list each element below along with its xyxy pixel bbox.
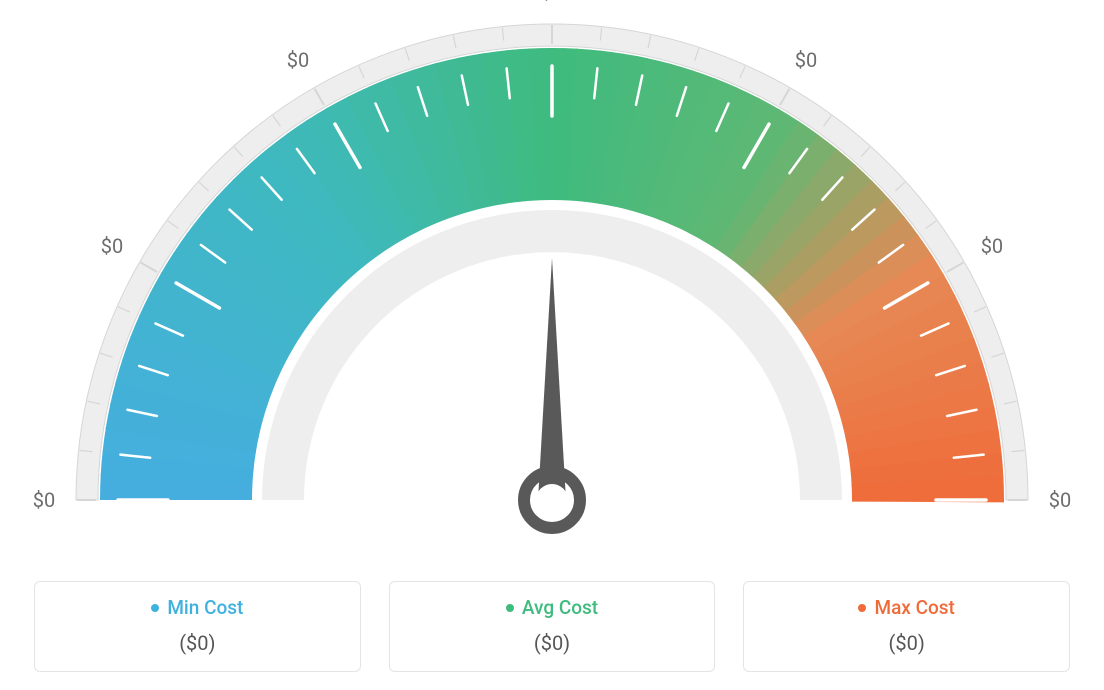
legend-title-min: Min Cost — [151, 596, 243, 619]
gauge-tick-label: $0 — [981, 234, 1003, 258]
legend-card-avg: Avg Cost ($0) — [389, 581, 716, 672]
legend-value-avg: ($0) — [398, 631, 707, 655]
legend-row: Min Cost ($0) Avg Cost ($0) Max Cost ($0… — [34, 581, 1070, 672]
gauge-cost-chart: $0 $0 $0 $0 $0 $0 $0 Min Cost ($0) Avg Cost ($… — [0, 0, 1104, 690]
legend-card-min: Min Cost ($0) — [34, 581, 361, 672]
gauge-svg — [0, 0, 1104, 560]
legend-dot-avg — [506, 604, 514, 612]
gauge-tick-label: $0 — [33, 488, 55, 512]
legend-dot-min — [151, 604, 159, 612]
legend-title-max: Max Cost — [858, 596, 954, 619]
gauge-tick-label: $0 — [287, 48, 309, 72]
legend-value-max: ($0) — [752, 631, 1061, 655]
gauge-tick-label: $0 — [101, 234, 123, 258]
legend-title-avg: Avg Cost — [506, 596, 598, 619]
gauge-area: $0 $0 $0 $0 $0 $0 $0 — [0, 0, 1104, 560]
legend-label-max: Max Cost — [874, 596, 954, 619]
legend-card-max: Max Cost ($0) — [743, 581, 1070, 672]
legend-value-min: ($0) — [43, 631, 352, 655]
legend-dot-max — [858, 604, 866, 612]
legend-label-min: Min Cost — [167, 596, 243, 619]
gauge-tick-label: $0 — [1049, 488, 1071, 512]
gauge-tick-label: $0 — [541, 0, 563, 4]
legend-label-avg: Avg Cost — [522, 596, 598, 619]
gauge-tick-label: $0 — [795, 48, 817, 72]
